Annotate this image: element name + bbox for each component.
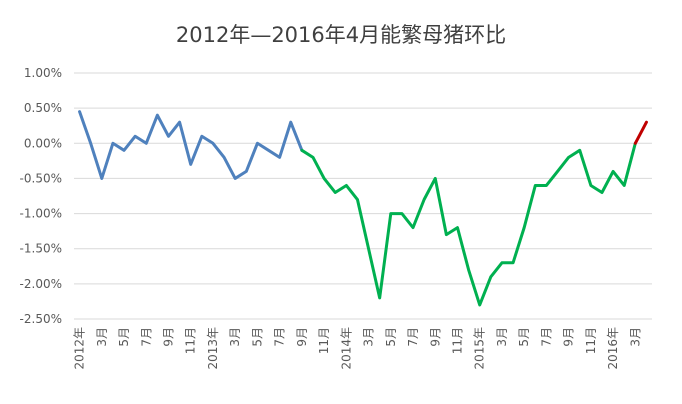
x-tick-label: 3月 bbox=[95, 327, 109, 347]
y-tick-label: -2.50% bbox=[20, 312, 62, 326]
x-tick-label: 9月 bbox=[295, 327, 309, 347]
y-tick-label: 1.00% bbox=[24, 66, 62, 80]
x-tick-label: 7月 bbox=[273, 327, 287, 347]
x-tick-label: 11月 bbox=[584, 327, 598, 354]
x-tick-label: 9月 bbox=[161, 327, 175, 347]
x-tick-label: 7月 bbox=[139, 327, 153, 347]
y-tick-label: 0.00% bbox=[24, 136, 62, 150]
x-tick-label: 3月 bbox=[228, 327, 242, 347]
x-tick-label: 11月 bbox=[184, 327, 198, 354]
x-tick-label: 11月 bbox=[450, 327, 464, 354]
x-tick-label: 11月 bbox=[317, 327, 331, 354]
y-tick-label: -1.50% bbox=[20, 242, 62, 256]
series-line-2 bbox=[300, 141, 637, 307]
x-tick-label: 2014年 bbox=[339, 327, 353, 370]
y-axis-tick-labels: 1.00% 0.50% 0.00% -0.50% -1.00% -1.50% -2.00% -… bbox=[20, 66, 62, 326]
data-series bbox=[78, 110, 648, 307]
x-tick-label: 9月 bbox=[428, 327, 442, 347]
x-tick-label: 3月 bbox=[628, 327, 642, 347]
x-tick-label: 2012年 bbox=[73, 327, 87, 370]
x-tick-label: 5月 bbox=[384, 327, 398, 347]
x-tick-label: 5月 bbox=[117, 327, 131, 347]
x-axis-tick-labels: 2012年 3月 5月 7月 9月 11月 2013年 3月 5月 7月 9月 11月 2014年 3月 5… bbox=[73, 327, 643, 370]
grid-lines bbox=[74, 72, 652, 320]
y-tick-label: 0.50% bbox=[24, 101, 62, 115]
x-tick-label: 9月 bbox=[562, 327, 576, 347]
x-tick-label: 2015年 bbox=[473, 327, 487, 370]
x-tick-label: 5月 bbox=[517, 327, 531, 347]
chart-title: 2012年—2016年4月能繁母猪环比 bbox=[176, 23, 506, 47]
x-tick-label: 7月 bbox=[539, 327, 553, 347]
x-tick-label: 2013年 bbox=[206, 327, 220, 370]
x-tick-label: 3月 bbox=[362, 327, 376, 347]
x-tick-label: 3月 bbox=[495, 327, 509, 347]
y-tick-label: -0.50% bbox=[20, 171, 62, 185]
x-tick-label: 5月 bbox=[250, 327, 264, 347]
x-tick-label: 7月 bbox=[406, 327, 420, 347]
series-line-1 bbox=[78, 110, 304, 180]
y-tick-label: -2.00% bbox=[20, 277, 62, 291]
series-line-3 bbox=[633, 120, 648, 145]
x-tick-label: 2016年 bbox=[606, 327, 620, 370]
y-tick-label: -1.00% bbox=[20, 207, 62, 221]
